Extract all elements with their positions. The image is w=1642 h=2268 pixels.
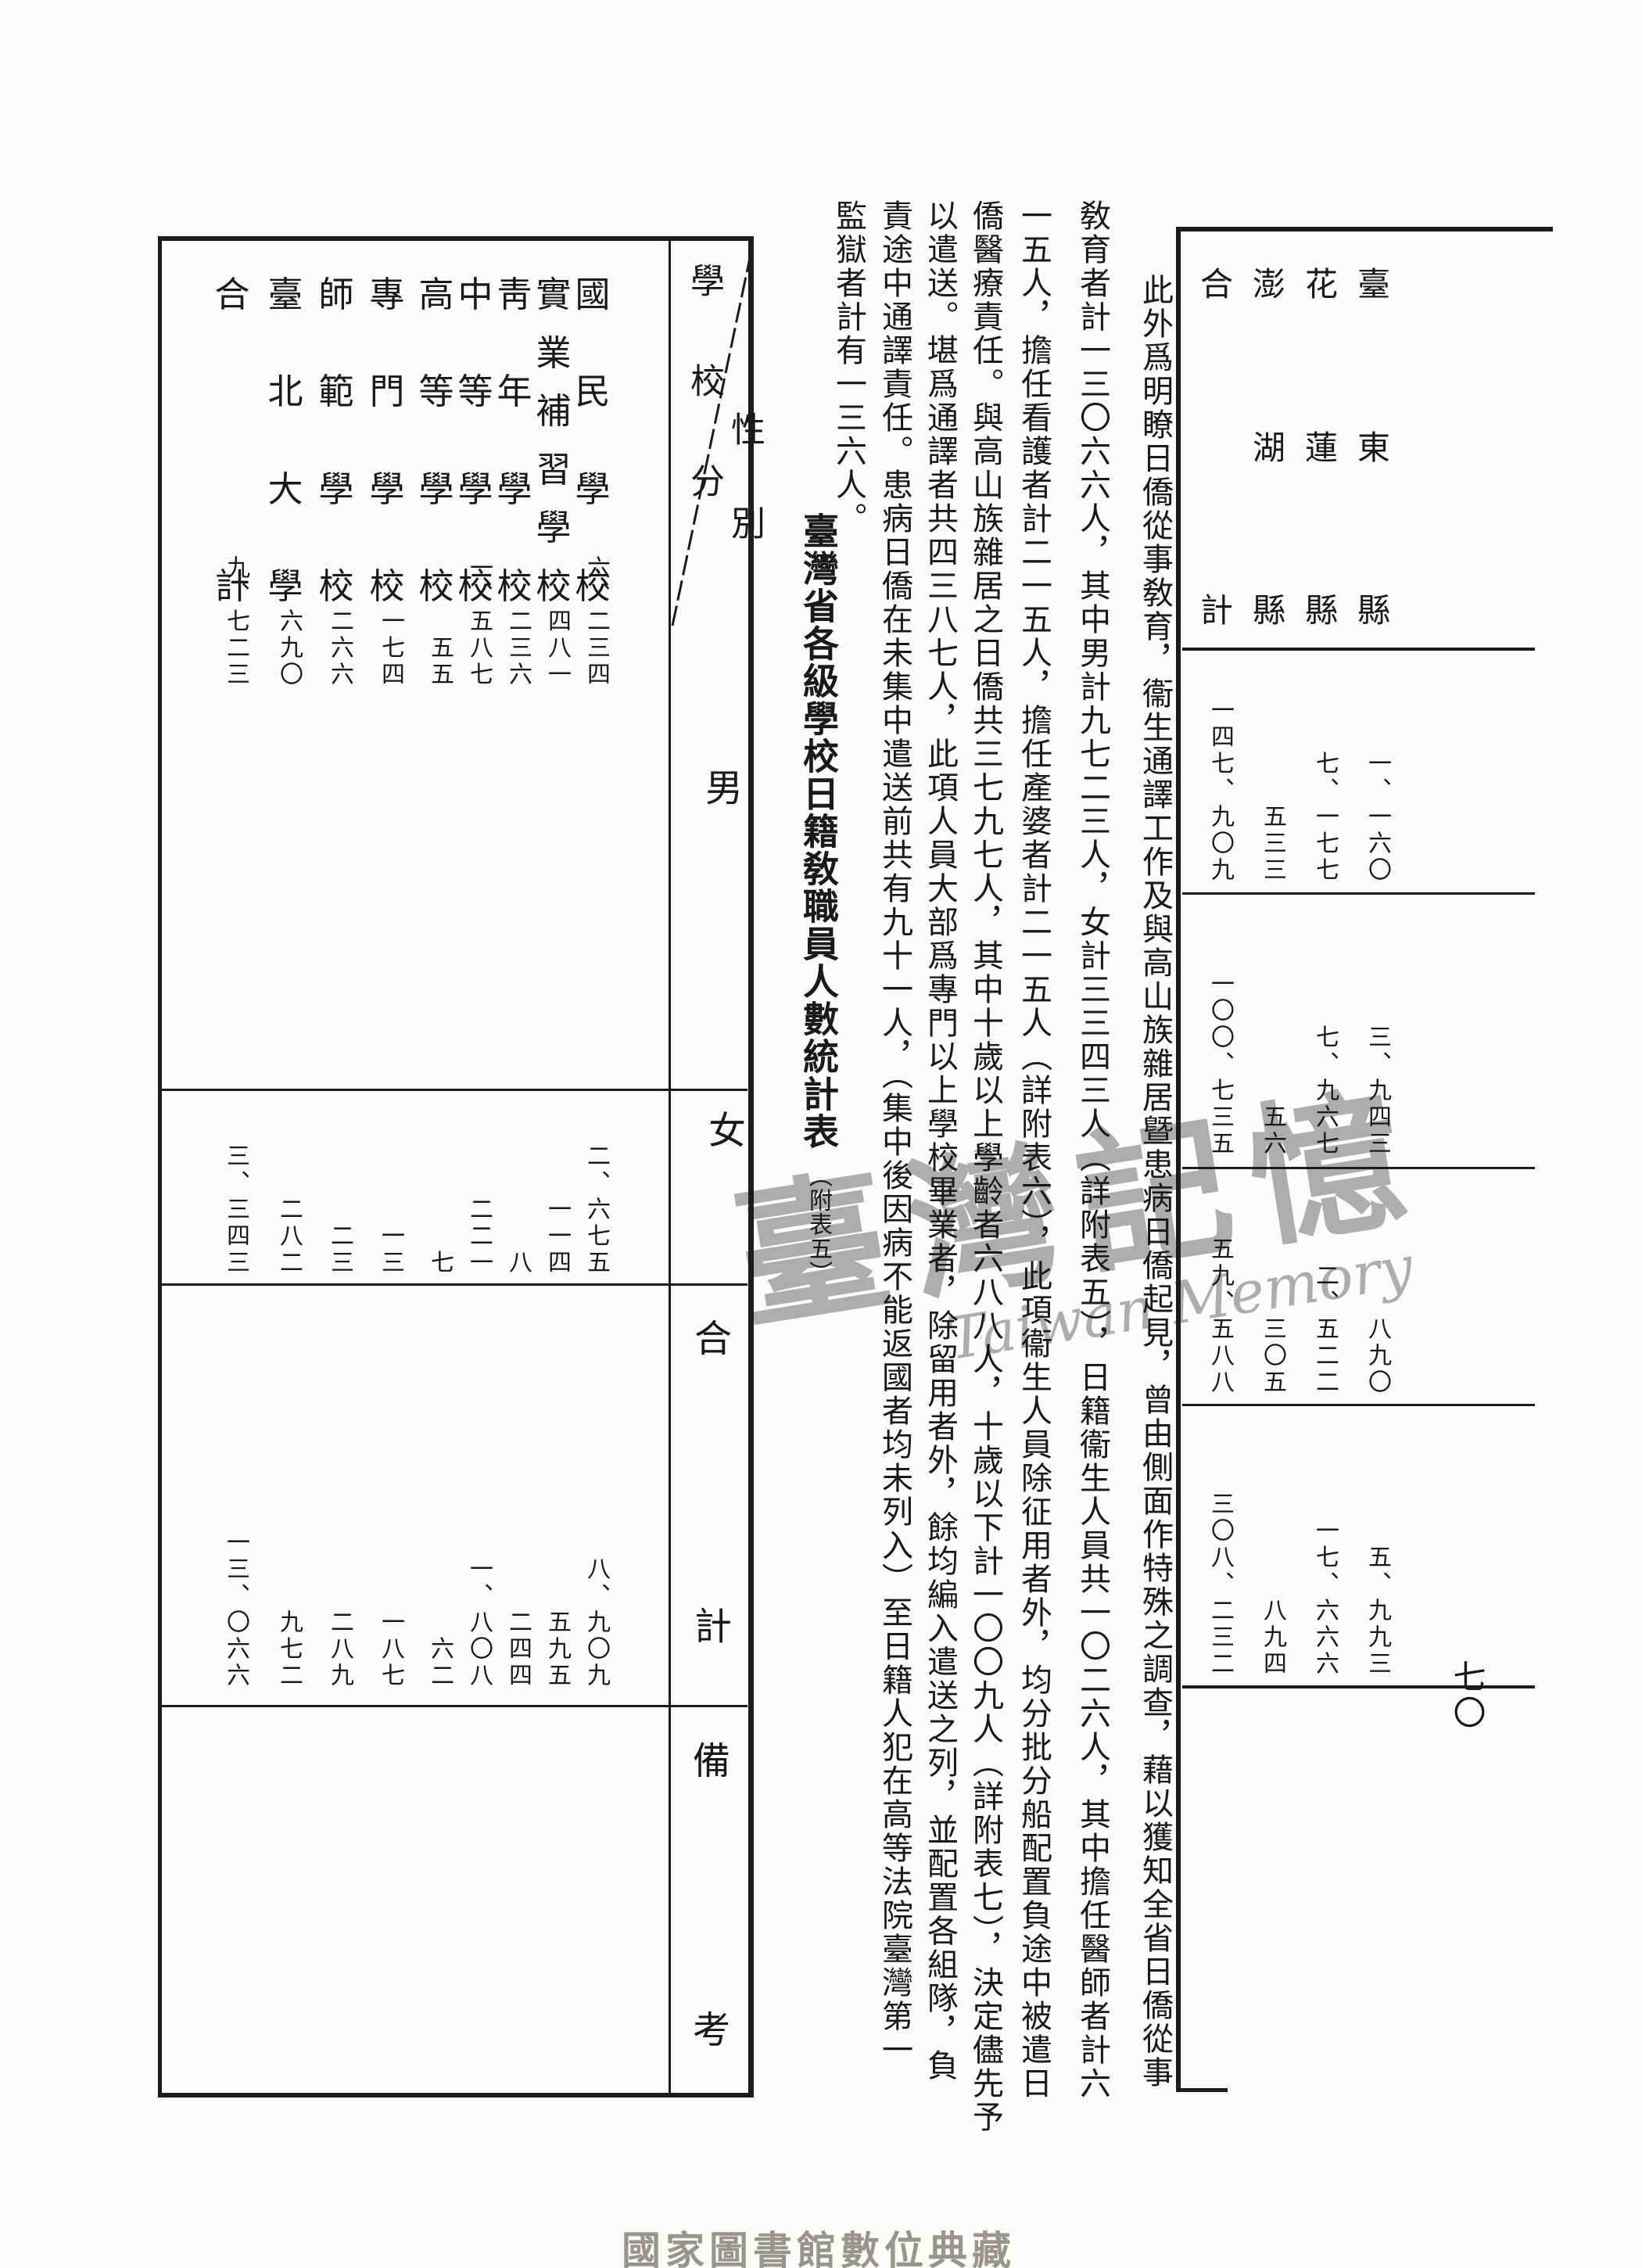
total-count: 八、九〇九 (583, 1556, 610, 1689)
text-block-rule-foot (1176, 2088, 1228, 2092)
paragraph-column-6: 責途中通譯責任。患病日僑在未集中遣送前共有九十一人，（集中後因病不能返國者均未列… (877, 199, 912, 2067)
total-count: 六二 (426, 1636, 454, 1689)
county-value: 七、一七七 (1311, 751, 1339, 884)
table-title-subnote: （附表五） (805, 1164, 832, 1285)
school-name: 臺北大學 (267, 274, 303, 607)
county-value: 八九〇 (1364, 1316, 1391, 1396)
left-table-left-border (158, 236, 162, 2098)
county-value: 二、五二二 (1311, 1263, 1339, 1396)
county-value: 五六 (1259, 1104, 1286, 1157)
male-count: 一七四 (377, 608, 404, 688)
female-count: 二八二 (275, 1197, 303, 1276)
female-count: 二、六七五 (583, 1143, 610, 1276)
paragraph-column-1: 此外爲明瞭日僑從事敎育，衞生通譯工作及與高山族雜居曁患病日僑起見，曾由側面作特殊… (1137, 274, 1173, 2090)
left-table-right-border (748, 236, 754, 2098)
county-header: 花蓮縣 (1304, 265, 1338, 630)
county-value: 一、一六〇 (1364, 751, 1391, 884)
table-title: 臺灣省各級學校日籍敎職員人數統計表 (798, 512, 840, 1150)
total-count: 九七二 (275, 1609, 303, 1689)
male-count: 二六六 (326, 608, 353, 688)
county-table-row-separator (1182, 1167, 1535, 1169)
county-table-bottom-border (1182, 1685, 1535, 1688)
left-table-total-remarks-separator (161, 1705, 748, 1707)
paragraph-column-4: 僑醫療責任。與高山族雜居之日僑共三七九七人，其中十歲以上學齡者六八八人，十歲以下… (967, 199, 1003, 2134)
row-label-remarks: 備考 (692, 1739, 730, 2052)
county-table-top-border (1176, 227, 1553, 231)
county-value: 三〇五 (1259, 1316, 1286, 1396)
male-count: 六九〇 (275, 608, 303, 688)
county-header: 合計 (1199, 265, 1233, 630)
county-value: 三、九四三 (1364, 1025, 1391, 1157)
total-count: 五九五 (543, 1609, 571, 1689)
left-table-male-female-separator (161, 1089, 748, 1091)
total-count: 二四四 (504, 1609, 532, 1689)
paragraph-column-2: 敎育者計一三〇六六人，其中男計九七二三人，女計三三四三人（詳附表五），日籍衞生人… (1074, 199, 1110, 2101)
county-header: 臺東縣 (1357, 265, 1390, 630)
male-count: 二三六 (504, 608, 532, 688)
county-value: 五、九九三 (1364, 1545, 1391, 1678)
text-block-rule (1176, 227, 1181, 2092)
paragraph-column-7: 監獄者計有一三六人。 (830, 199, 866, 536)
paragraph-column-5: 以遣送。堪爲通譯者共四三八七人，此項人員大部爲專門以上學校畢業者，除留用者外，餘… (922, 199, 958, 2083)
male-count: 九、七二三 (222, 555, 249, 688)
male-count: 一、五八七 (465, 555, 493, 688)
male-count: 五五 (426, 635, 454, 688)
county-header: 澎湖縣 (1252, 265, 1285, 630)
school-name: 國民學校 (575, 274, 611, 607)
page-number: 七〇 (1448, 1660, 1486, 1732)
left-table-bottom-border (158, 2093, 754, 2098)
county-value: 五三三 (1259, 804, 1286, 884)
total-count: 二八九 (326, 1609, 353, 1689)
school-name: 實業補習學校 (536, 274, 572, 607)
school-name: 專門學校 (369, 274, 405, 607)
female-count: 二三 (326, 1223, 353, 1276)
corner-label-school-axis: 學校分 (684, 263, 724, 563)
school-name: 師範學校 (318, 274, 354, 607)
total-count: 一三、〇六六 (222, 1530, 249, 1689)
county-table-row-separator (1182, 892, 1535, 895)
county-table-row-separator (1182, 1404, 1535, 1406)
female-count: 三、三四三 (222, 1143, 249, 1276)
female-count: 一三 (377, 1223, 404, 1276)
library-caption: 國家圖書館數位典藏 (622, 2228, 1016, 2268)
school-name: 中等學校 (457, 274, 493, 607)
female-count: 二二一 (465, 1197, 493, 1276)
county-value: 三〇八、二三二 (1206, 1491, 1234, 1678)
school-name: 高等學校 (418, 274, 454, 607)
male-count: 四八一 (543, 608, 571, 688)
school-name: 合計 (214, 274, 250, 607)
county-value: 七、九六七 (1311, 1025, 1339, 1157)
county-value: 一四七、九〇九 (1206, 698, 1234, 884)
total-count: 一八七 (377, 1609, 404, 1689)
male-count: 六、二三四 (583, 555, 610, 688)
county-value: 一〇〇、七三五 (1206, 971, 1234, 1157)
left-table-header-column-rule (669, 236, 671, 2093)
female-count: 八 (504, 1250, 532, 1276)
school-name: 靑年學校 (497, 274, 532, 607)
total-count: 一、八〇八 (465, 1556, 493, 1689)
county-value: 一七、六六六 (1311, 1518, 1339, 1678)
paragraph-column-3: 一五人，擔任看護者計二一五人，擔任產婆者計二一五人（詳附表六），此項衞生人員除征… (1016, 199, 1052, 2101)
female-count: 七 (426, 1250, 454, 1276)
county-value: 五九、五八八 (1206, 1236, 1234, 1396)
county-value: 八九四 (1259, 1598, 1286, 1678)
row-label-female: 女 (701, 1111, 745, 1148)
female-count: 一一四 (543, 1197, 571, 1276)
corner-label-gender-axis: 性別 (725, 411, 765, 599)
left-table-female-total-separator (161, 1283, 748, 1286)
left-table-top-border (158, 236, 754, 241)
row-label-male: 男 (698, 768, 742, 806)
county-table-header-separator (1182, 648, 1535, 651)
row-label-total: 合計 (694, 1317, 732, 1649)
